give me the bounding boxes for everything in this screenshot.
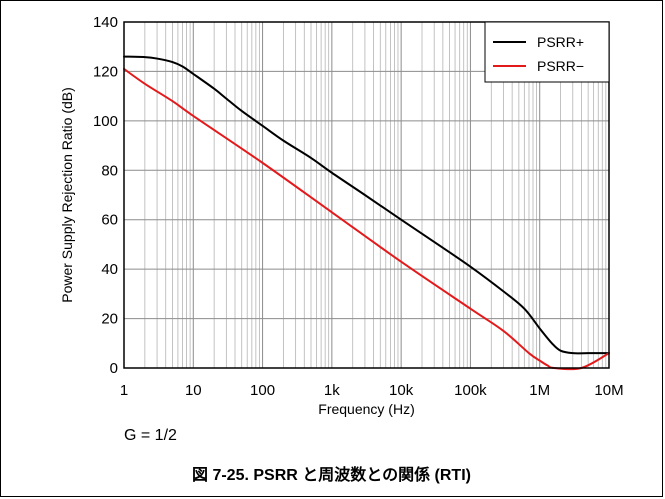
- plot-border: [123, 21, 610, 369]
- x-tick-label: 1: [120, 382, 128, 399]
- y-tick-label: 80: [101, 162, 118, 179]
- series-psrr-minus-line: [123, 67, 610, 371]
- legend-label-psrr-plus: PSRR+: [537, 34, 584, 50]
- grid: [123, 21, 610, 369]
- y-tick-label: 100: [93, 113, 118, 130]
- legend: PSRR+ PSRR−: [484, 21, 610, 83]
- x-tick-label: 10: [185, 382, 202, 399]
- legend-label-psrr-minus: PSRR−: [537, 58, 584, 74]
- tick-labels: 1 10 100 1k 10k 100k 1M 10M 0 20 40 60 80 100 120 140: [93, 14, 624, 399]
- y-tick-label: 60: [101, 212, 118, 229]
- x-tick-label: 10k: [389, 382, 414, 399]
- y-axis-label: Power Supply Rejection Ratio (dB): [59, 87, 75, 303]
- x-axis-label: Frequency (Hz): [318, 401, 414, 417]
- series-psrr-plus-line: [123, 55, 610, 355]
- x-tick-label: 1M: [529, 382, 550, 399]
- series-layer: [123, 55, 610, 371]
- y-tick-label: 0: [110, 360, 118, 377]
- x-tick-label: 100: [250, 382, 275, 399]
- x-tick-label: 1k: [324, 382, 340, 399]
- y-tick-label: 140: [93, 14, 118, 31]
- figure-caption: 図 7-25. PSRR と周波数との関係 (RTI): [192, 467, 471, 484]
- gain-note: G = 1/2: [124, 427, 177, 444]
- y-tick-label: 120: [93, 63, 118, 80]
- x-tick-label: 10M: [594, 382, 623, 399]
- x-tick-label: 100k: [454, 382, 487, 399]
- y-tick-label: 40: [101, 261, 118, 278]
- legend-box: [484, 21, 610, 83]
- y-tick-label: 20: [101, 311, 118, 328]
